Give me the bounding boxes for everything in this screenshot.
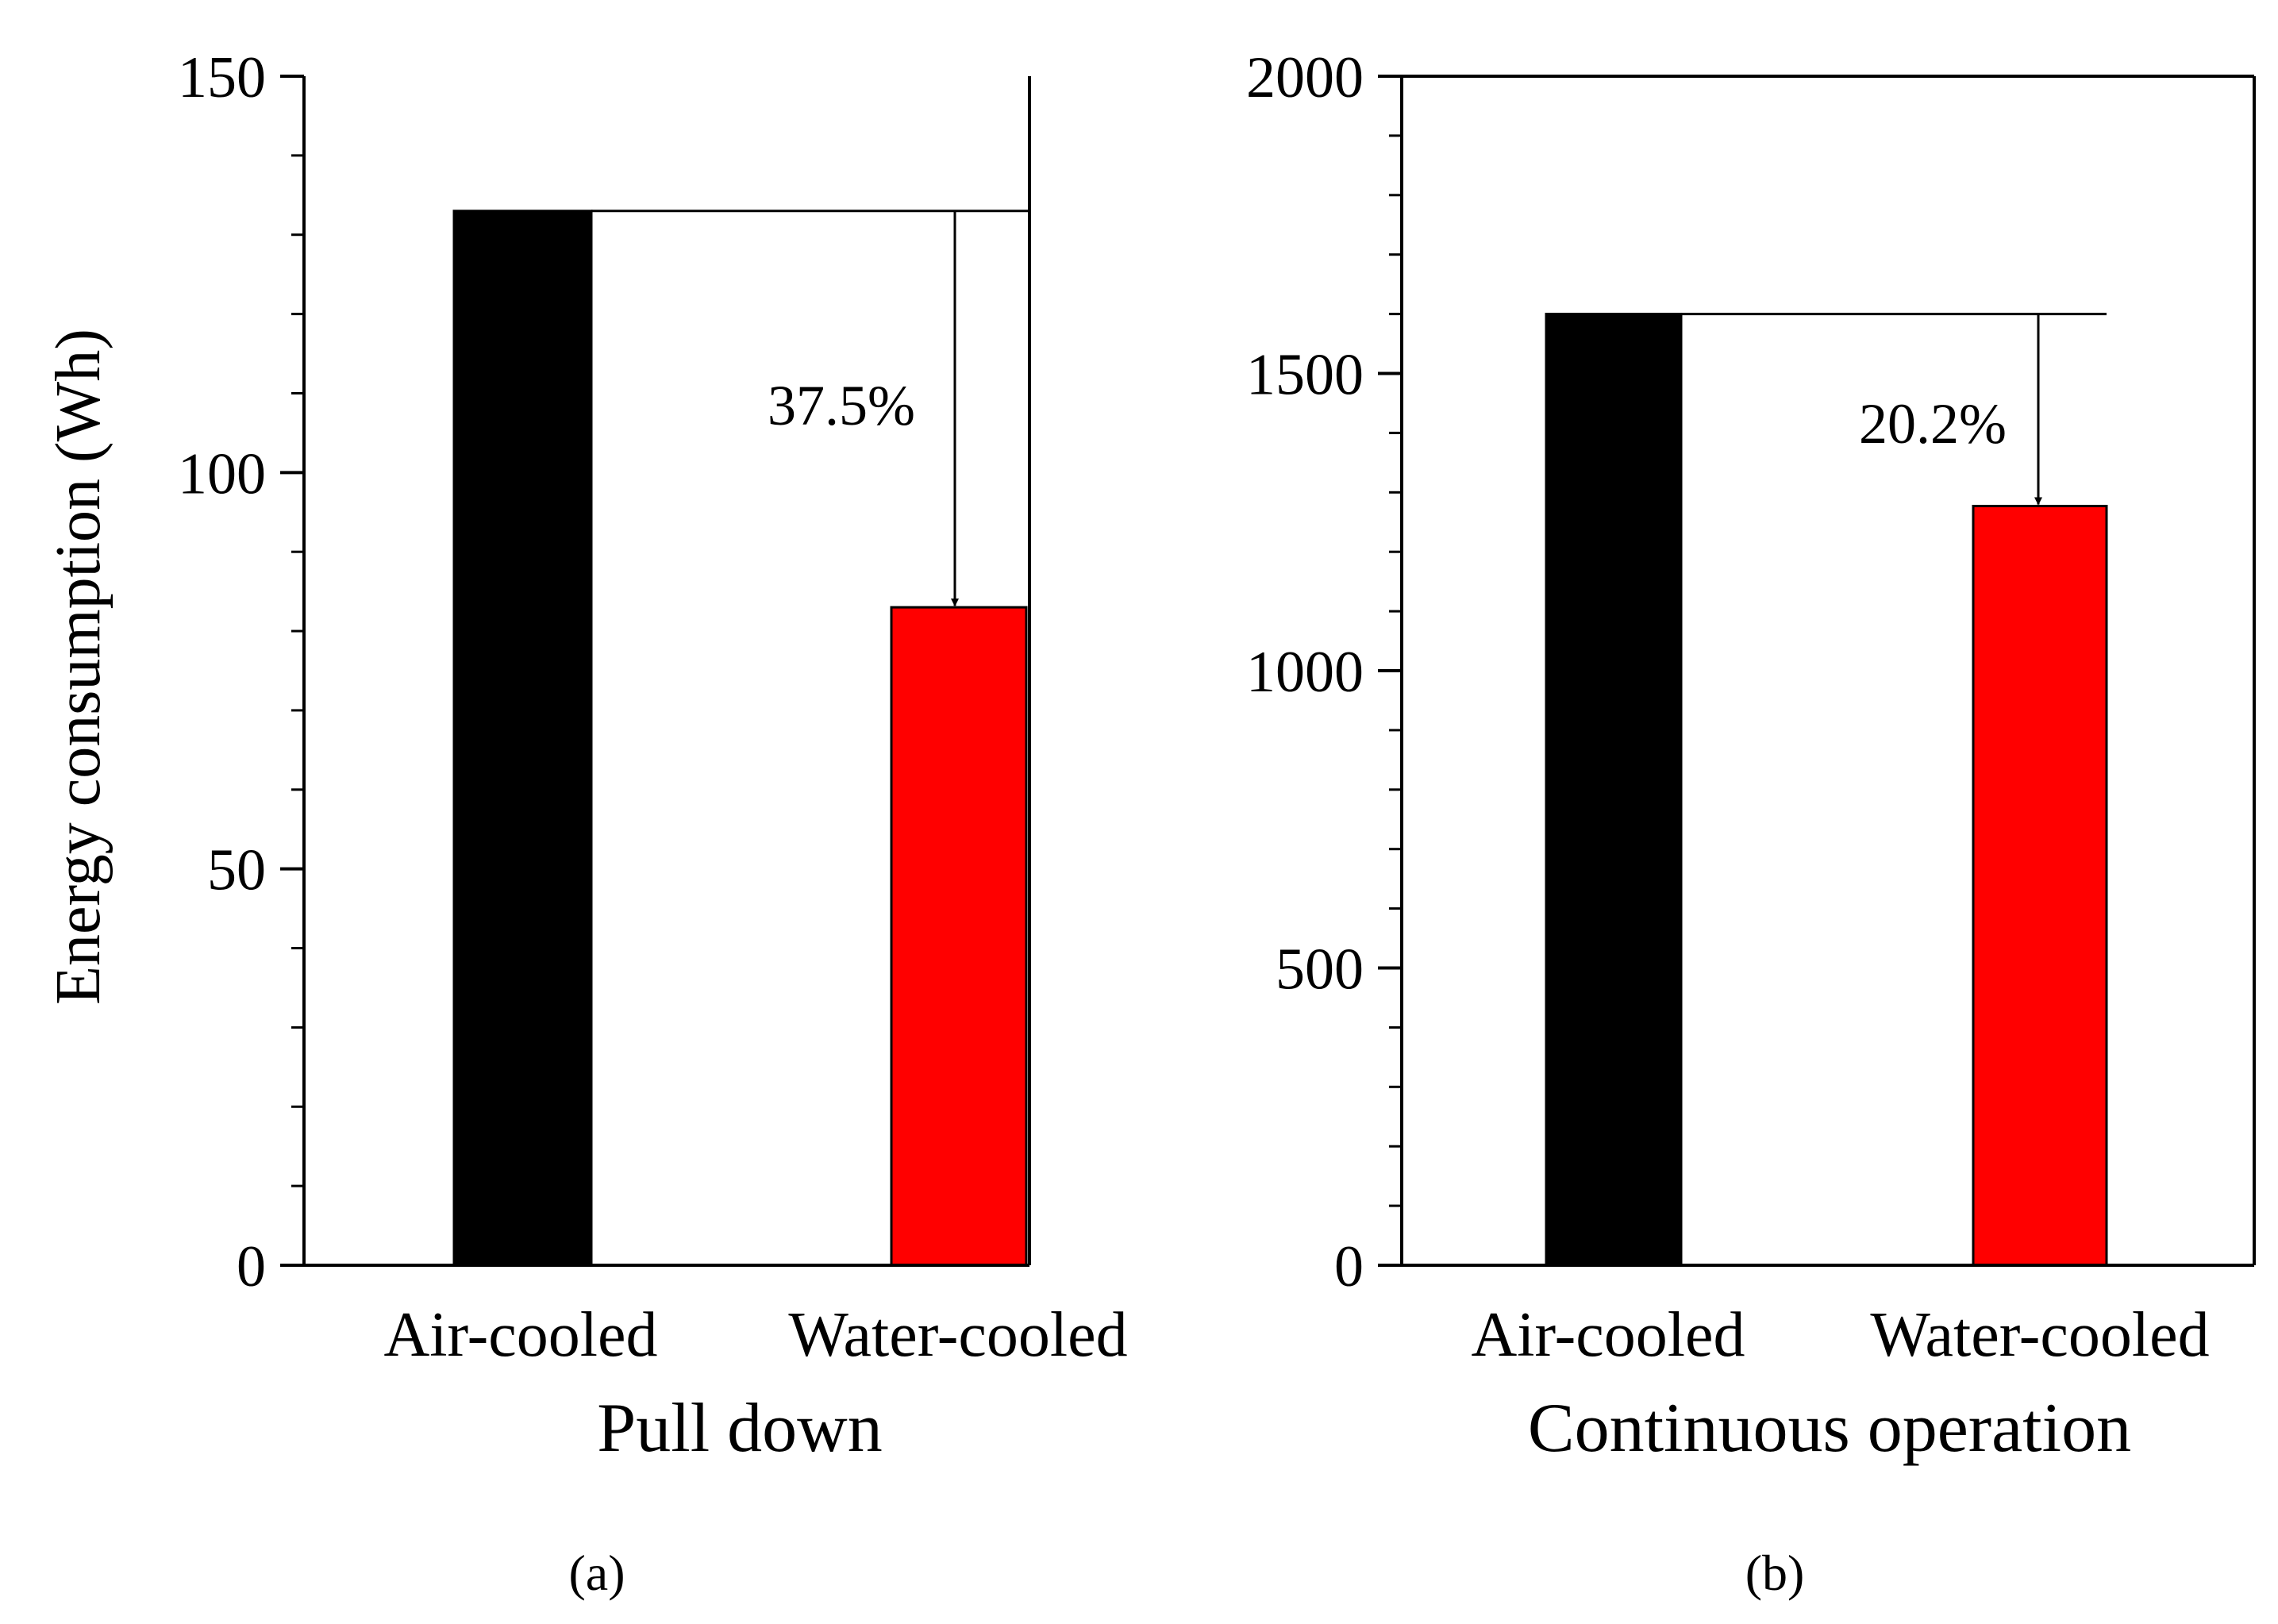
category-label-water-cooled-a: Water-cooled (788, 1300, 1127, 1370)
y-tick-label-b: 2000 (1246, 45, 1364, 110)
reduction-label-b: 20.2% (1859, 392, 2007, 456)
y-tick-label-a: 100 (178, 441, 266, 506)
y-tick-label-b: 0 (1334, 1234, 1364, 1299)
y-tick-label-b: 1000 (1246, 640, 1364, 705)
bar-water-cooled-a (890, 606, 1028, 1267)
chart-panel-b: 0 500 1000 1500 2000 20.2% (1246, 45, 2256, 1299)
category-label-air-cooled-b: Air-cooled (1472, 1300, 1745, 1370)
y-tick-label-a: 50 (207, 838, 266, 903)
group-label-continuous-operation: Continuous operation (1528, 1390, 2131, 1467)
y-tick-label-b: 500 (1276, 937, 1364, 1002)
category-label-air-cooled-a: Air-cooled (384, 1300, 658, 1370)
chart-panel-a: Energy consumption (Wh) 0 50 100 150 37.5% (44, 45, 1031, 1299)
y-axis-title: Energy consumption (Wh) (44, 329, 114, 1005)
y-tick-label-a: 0 (237, 1234, 266, 1299)
panel-label-b: (b) (1745, 1545, 1805, 1601)
bar-air-cooled-b (1545, 313, 1683, 1267)
reduction-label-a: 37.5% (768, 374, 915, 437)
category-label-water-cooled-b: Water-cooled (1870, 1300, 2209, 1370)
y-tick-label-b: 1500 (1246, 343, 1364, 408)
group-label-pull-down: Pull down (597, 1390, 882, 1467)
y-tick-label-a: 150 (178, 45, 266, 110)
bar-water-cooled-b (1972, 505, 2108, 1267)
bar-air-cooled-a (452, 210, 593, 1267)
panel-label-a: (a) (568, 1545, 625, 1601)
